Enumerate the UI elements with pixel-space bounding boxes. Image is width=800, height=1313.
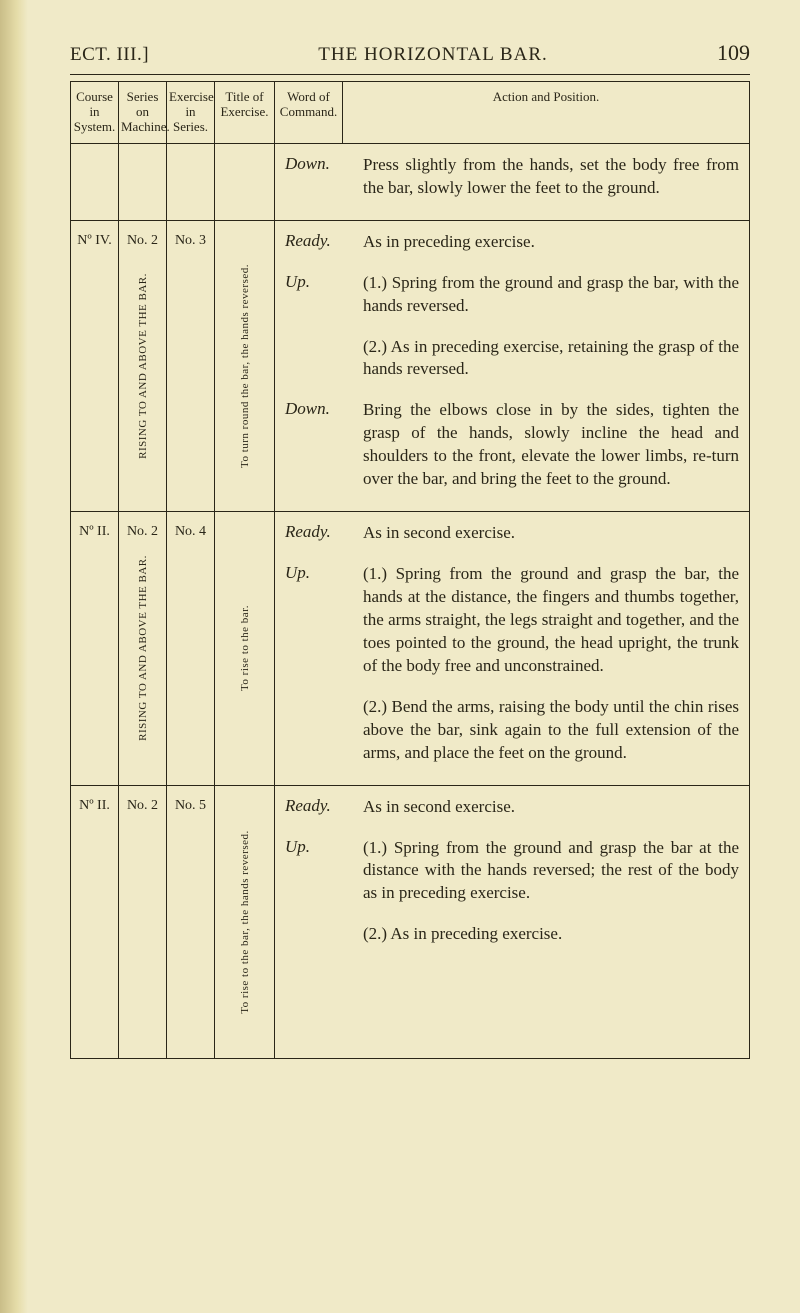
table-row: Down. Press slightly from the hands, set…: [71, 143, 750, 220]
series-number: No. 2: [125, 518, 160, 540]
cell-title: To rise to the bar.: [215, 512, 275, 785]
exercise-number: No. 5: [173, 792, 208, 814]
word-of-command: Ready.: [281, 518, 359, 559]
exercise-title-rotated: To rise to the bar, the hands reversed.: [239, 830, 251, 1014]
word-of-command: Up.: [281, 268, 359, 332]
cell-exercise: No. 3: [167, 220, 215, 511]
cell-exercise: No. 5: [167, 785, 215, 1058]
cell-items: Down. Press slightly from the hands, set…: [275, 143, 750, 220]
cell-course: [71, 143, 119, 220]
exercise-table: Course in System. Series on Machine. Exe…: [70, 81, 750, 1059]
action-text: (2.) As in preceding exercise.: [359, 919, 743, 960]
course-number: Nº IV.: [77, 227, 112, 249]
running-head: ECT. III.] THE HORIZONTAL BAR. 109: [70, 40, 750, 66]
col-action: Action and Position.: [343, 82, 750, 144]
cell-series: [119, 143, 167, 220]
series-number: No. 2: [125, 227, 160, 249]
cell-title: To rise to the bar, the hands reversed.: [215, 785, 275, 1058]
word-of-command: [281, 692, 359, 779]
series-rotated-label: RISING TO AND ABOVE THE BAR.: [137, 273, 149, 459]
action-text: (1.) Spring from the ground and grasp th…: [359, 833, 743, 920]
action-text: (2.) Bend the arms, raising the body unt…: [359, 692, 743, 779]
running-head-section: ECT. III.]: [70, 44, 149, 66]
course-number: Nº II.: [77, 792, 112, 814]
cell-exercise: No. 4: [167, 512, 215, 785]
word-of-command: Ready.: [281, 792, 359, 833]
action-text: (1.) Spring from the ground and grasp th…: [359, 559, 743, 692]
table-header-row: Course in System. Series on Machine. Exe…: [71, 82, 750, 144]
col-title: Title of Exercise.: [215, 82, 275, 144]
cell-title: [215, 143, 275, 220]
word-of-command: Up.: [281, 833, 359, 920]
cell-exercise: [167, 143, 215, 220]
action-text: Bring the elbows close in by the sides, …: [359, 395, 743, 505]
action-text: As in second exercise.: [359, 792, 743, 833]
word-of-command: [281, 332, 359, 396]
cell-series: No. 2 RISING TO AND ABOVE THE BAR.: [119, 512, 167, 785]
action-text: (2.) As in preceding exercise, retaining…: [359, 332, 743, 396]
series-number: No. 2: [125, 792, 160, 814]
running-head-rule: [70, 74, 750, 75]
running-head-title: THE HORIZONTAL BAR.: [149, 44, 717, 66]
action-text: Press slightly from the hands, set the b…: [359, 150, 743, 214]
word-of-command: [281, 919, 359, 960]
running-head-page: 109: [717, 40, 750, 66]
word-of-command: Down.: [281, 150, 359, 214]
exercise-title-rotated: To turn round the bar, the hands reverse…: [239, 264, 251, 468]
word-of-command: Down.: [281, 395, 359, 505]
series-rotated-label: RISING TO AND ABOVE THE BAR.: [137, 555, 149, 741]
col-course: Course in System.: [71, 82, 119, 144]
page: ECT. III.] THE HORIZONTAL BAR. 109 Cours…: [0, 0, 800, 1313]
word-of-command: Ready.: [281, 227, 359, 268]
cell-items: Ready. As in second exercise. Up. (1.) S…: [275, 512, 750, 785]
cell-course: Nº IV.: [71, 220, 119, 511]
col-series: Series on Machine.: [119, 82, 167, 144]
cell-title: To turn round the bar, the hands reverse…: [215, 220, 275, 511]
word-of-command: Up.: [281, 559, 359, 692]
exercise-number: No. 3: [173, 227, 208, 249]
action-text: As in preceding exercise.: [359, 227, 743, 268]
exercise-number: No. 4: [173, 518, 208, 540]
table-row: Nº II. No. 2 No. 5 To rise to the bar, t…: [71, 785, 750, 1058]
exercise-title-rotated: To rise to the bar.: [239, 605, 251, 691]
cell-items: Ready. As in preceding exercise. Up. (1.…: [275, 220, 750, 511]
table-row: Nº IV. No. 2 RISING TO AND ABOVE THE BAR…: [71, 220, 750, 511]
cell-items: Ready. As in second exercise. Up. (1.) S…: [275, 785, 750, 1058]
cell-series: No. 2 RISING TO AND ABOVE THE BAR.: [119, 220, 167, 511]
course-number: Nº II.: [77, 518, 112, 540]
action-text: (1.) Spring from the ground and grasp th…: [359, 268, 743, 332]
action-text: As in second exercise.: [359, 518, 743, 559]
cell-series: No. 2: [119, 785, 167, 1058]
col-exercise: Exercise in Series.: [167, 82, 215, 144]
cell-course: Nº II.: [71, 512, 119, 785]
cell-course: Nº II.: [71, 785, 119, 1058]
table-row: Nº II. No. 2 RISING TO AND ABOVE THE BAR…: [71, 512, 750, 785]
col-word: Word of Command.: [275, 82, 343, 144]
